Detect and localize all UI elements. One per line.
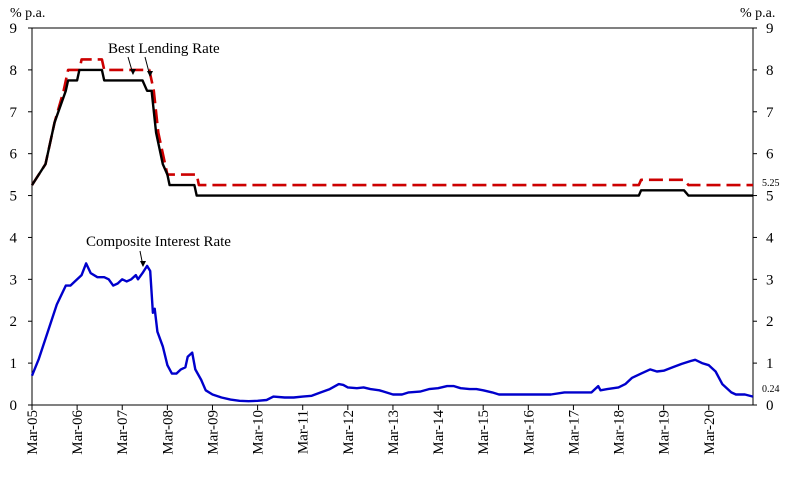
cir-end-value-label: 0.24 — [762, 384, 780, 395]
y-tick-label-right: 7 — [766, 105, 774, 121]
x-tick-label: Mar-11 — [296, 410, 312, 454]
y-tick-marks — [28, 27, 757, 406]
x-tick-label: Mar-09 — [205, 410, 221, 455]
y-tick-label-left: 7 — [10, 105, 18, 121]
y-axis-right-unit: % p.a. — [740, 6, 775, 21]
x-tick-label: Mar-15 — [476, 410, 492, 455]
y-tick-label-left: 3 — [10, 272, 18, 288]
x-tick-label: Mar-18 — [612, 410, 628, 455]
best-lending-rate-arrowhead — [130, 69, 136, 75]
x-tick-label: Mar-10 — [251, 410, 267, 455]
composite-interest-rate-annotation: Composite Interest Rate — [86, 234, 231, 250]
y-tick-label-left: 5 — [10, 189, 18, 205]
x-tick-label: Mar-05 — [25, 410, 41, 455]
x-tick-label: Mar-17 — [566, 410, 582, 455]
plot-area-frame — [31, 27, 754, 406]
blr-lower-line — [30, 68, 753, 197]
x-tick-label: Mar-13 — [386, 410, 402, 455]
y-tick-label-right: 8 — [766, 63, 774, 79]
composite-interest-rate-line — [30, 262, 754, 403]
y-tick-label-left: 2 — [10, 314, 18, 330]
x-tick-label: Mar-08 — [160, 410, 176, 455]
y-tick-label-left: 9 — [10, 21, 18, 37]
x-tick-label: Mar-06 — [70, 410, 86, 455]
x-tick-label: Mar-14 — [431, 410, 447, 455]
x-axis-tick-labels: Mar-05 Mar-06 Mar-07 Mar-08 Mar-09 Mar-10 Mar-… — [25, 410, 718, 455]
best-lending-rate-arrowhead-2 — [147, 71, 153, 77]
composite-interest-rate-arrowhead — [140, 261, 146, 267]
x-tick-marks — [31, 405, 710, 410]
y-tick-label-left: 6 — [10, 147, 18, 163]
best-lending-rate-annotation: Best Lending Rate — [108, 41, 220, 57]
y-axis-right-tick-labels: 0 1 2 3 4 5 6 7 8 9 — [766, 21, 774, 414]
y-tick-label-left: 4 — [10, 230, 18, 246]
blr-end-value-label: 5.25 — [762, 178, 780, 189]
x-tick-label: Mar-19 — [657, 410, 673, 455]
y-tick-label-right: 9 — [766, 21, 774, 37]
y-tick-label-left: 0 — [10, 398, 18, 414]
x-tick-label: Mar-20 — [702, 410, 718, 455]
x-tick-label: Mar-07 — [115, 410, 131, 455]
y-tick-label-left: 1 — [10, 356, 18, 372]
y-tick-label-right: 1 — [766, 356, 774, 372]
y-tick-label-right: 0 — [766, 398, 774, 414]
y-tick-label-right: 5 — [766, 189, 774, 205]
y-tick-label-right: 2 — [766, 314, 774, 330]
x-tick-label: Mar-12 — [341, 410, 357, 455]
x-tick-label: Mar-16 — [521, 410, 537, 455]
y-tick-label-right: 3 — [766, 272, 774, 288]
y-tick-label-right: 4 — [766, 230, 774, 246]
y-axis-left-unit: % p.a. — [10, 6, 45, 21]
y-axis-left-tick-labels: 0 1 2 3 4 5 6 7 8 9 — [10, 21, 18, 414]
series-group — [30, 58, 754, 403]
blr-upper-line — [30, 58, 753, 187]
y-tick-label-left: 8 — [10, 63, 18, 79]
y-tick-label-right: 6 — [766, 147, 774, 163]
